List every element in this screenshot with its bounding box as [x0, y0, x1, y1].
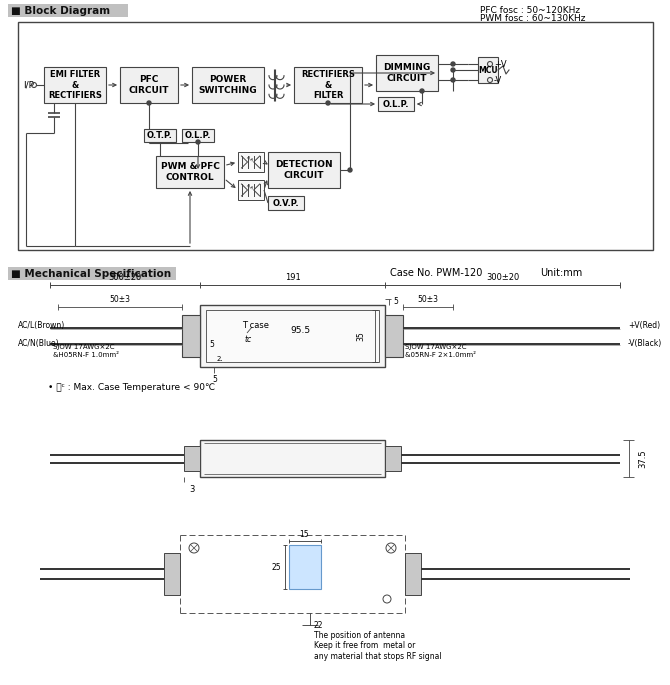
Text: 300±20: 300±20: [109, 273, 141, 282]
Text: 15: 15: [299, 530, 310, 539]
Text: O.V.P.: O.V.P.: [273, 199, 299, 208]
Text: POWER
SWITCHING: POWER SWITCHING: [199, 75, 257, 95]
Text: tc: tc: [245, 334, 252, 343]
Text: &05RN-F 2×1.0mm²: &05RN-F 2×1.0mm²: [405, 352, 476, 358]
Circle shape: [326, 101, 330, 105]
Circle shape: [147, 101, 151, 105]
Bar: [8, 4, 128, 17]
Text: 37.5: 37.5: [638, 449, 647, 468]
Text: ■ Mechanical Specification: ■ Mechanical Specification: [11, 269, 171, 279]
Text: AC/L(Brown): AC/L(Brown): [18, 321, 65, 329]
Text: EMI FILTER
&
RECTIFIERS: EMI FILTER & RECTIFIERS: [48, 70, 102, 100]
Text: PWM fosc : 60~130KHz: PWM fosc : 60~130KHz: [480, 14, 586, 23]
Circle shape: [451, 62, 455, 66]
Text: -V(Black): -V(Black): [628, 338, 662, 347]
Text: 191: 191: [285, 273, 300, 282]
Text: MCU: MCU: [478, 66, 498, 75]
Text: &H05RN-F 1.0mm²: &H05RN-F 1.0mm²: [53, 352, 119, 358]
Bar: [182, 315, 200, 357]
Bar: [289, 545, 320, 589]
Bar: [405, 553, 421, 595]
Text: SJOW 17AWG×2C: SJOW 17AWG×2C: [53, 344, 115, 350]
Bar: [238, 152, 264, 172]
Bar: [206, 310, 379, 362]
Bar: [182, 129, 214, 142]
Text: 300±20: 300±20: [486, 273, 519, 282]
Text: 35: 35: [356, 331, 365, 341]
Text: The position of antenna
Keep it free from  metal or
any material that stops RF s: The position of antenna Keep it free fro…: [314, 631, 442, 661]
Circle shape: [196, 140, 200, 144]
Bar: [268, 196, 304, 210]
Bar: [200, 305, 385, 367]
Text: 5: 5: [210, 340, 214, 349]
Bar: [268, 152, 340, 188]
Bar: [376, 55, 438, 91]
Text: 50±3: 50±3: [109, 295, 131, 304]
Text: PFC fosc : 50~120KHz: PFC fosc : 50~120KHz: [480, 6, 580, 15]
Text: 2.: 2.: [216, 356, 223, 362]
Text: T case: T case: [242, 321, 269, 330]
Text: I/P: I/P: [23, 81, 34, 90]
Text: Unit:mm: Unit:mm: [540, 268, 582, 278]
Text: Case No. PWM-120: Case No. PWM-120: [390, 268, 482, 278]
Text: O.T.P.: O.T.P.: [147, 131, 173, 140]
Text: 5: 5: [212, 375, 218, 384]
Text: 22: 22: [314, 621, 323, 630]
Circle shape: [451, 68, 455, 72]
Text: ■ Block Diagram: ■ Block Diagram: [11, 5, 110, 16]
Text: O.L.P.: O.L.P.: [383, 99, 409, 108]
Bar: [44, 67, 106, 103]
Bar: [144, 129, 176, 142]
Bar: [378, 97, 414, 111]
Circle shape: [451, 78, 455, 82]
Bar: [164, 553, 180, 595]
Text: PWM & PFC
CONTROL: PWM & PFC CONTROL: [161, 162, 220, 182]
Text: • Ⓣᶜ : Max. Case Temperature < 90℃: • Ⓣᶜ : Max. Case Temperature < 90℃: [48, 383, 215, 392]
Text: +V(Red): +V(Red): [628, 321, 660, 329]
Bar: [184, 446, 200, 471]
Text: SJOW 17AWG×2C: SJOW 17AWG×2C: [405, 344, 466, 350]
Text: 50±3: 50±3: [417, 295, 438, 304]
Text: PFC
CIRCUIT: PFC CIRCUIT: [129, 75, 170, 95]
Text: 95.5: 95.5: [290, 325, 310, 334]
Bar: [238, 180, 264, 200]
Text: +V: +V: [494, 60, 507, 68]
Circle shape: [420, 89, 424, 93]
Text: DIMMING
CIRCUIT: DIMMING CIRCUIT: [383, 63, 431, 83]
Bar: [120, 67, 178, 103]
Bar: [8, 267, 176, 280]
Bar: [200, 440, 385, 477]
Text: AC/N(Blue): AC/N(Blue): [18, 338, 60, 347]
Text: DETECTION
CIRCUIT: DETECTION CIRCUIT: [275, 160, 333, 179]
Bar: [156, 156, 224, 188]
Text: 5: 5: [393, 297, 398, 306]
Bar: [18, 22, 653, 250]
Bar: [385, 315, 403, 357]
Circle shape: [348, 168, 352, 172]
Text: RECTIFIERS
&
FILTER: RECTIFIERS & FILTER: [301, 70, 355, 100]
Bar: [478, 57, 498, 83]
Text: 25: 25: [272, 562, 281, 571]
Bar: [192, 67, 264, 103]
Bar: [294, 67, 362, 103]
Text: 3: 3: [190, 485, 195, 494]
Text: O.L.P.: O.L.P.: [185, 131, 211, 140]
Bar: [385, 446, 401, 471]
Text: -V: -V: [494, 75, 502, 84]
